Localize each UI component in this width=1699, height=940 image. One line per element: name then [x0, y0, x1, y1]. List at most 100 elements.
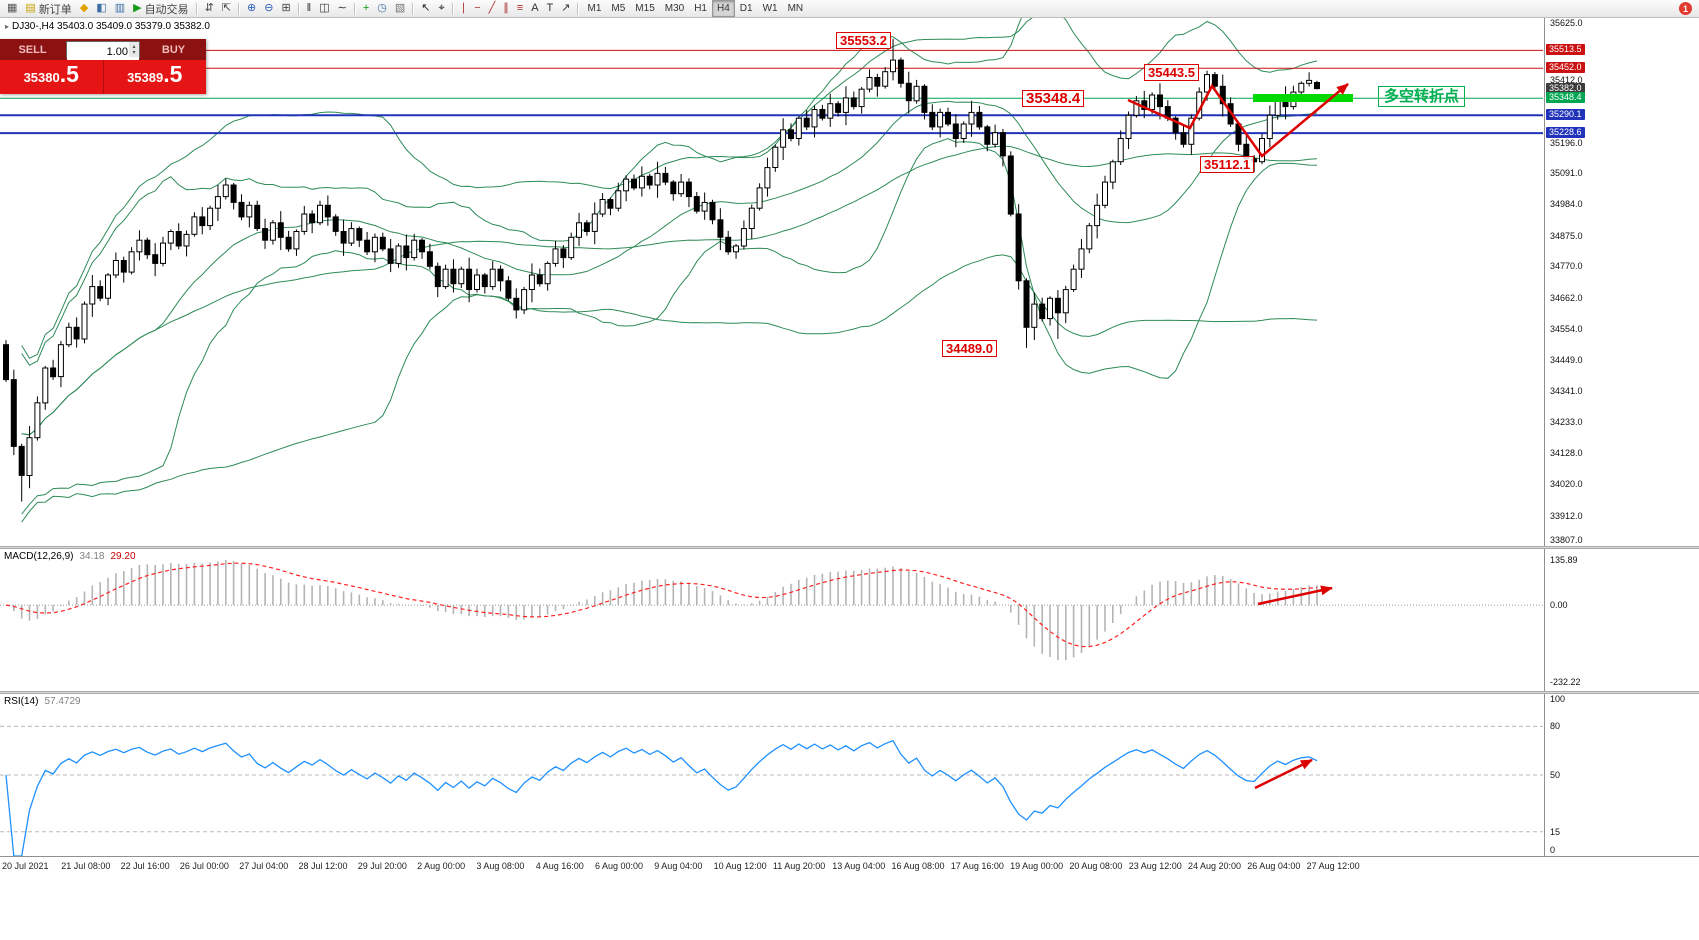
sell-button[interactable]: SELL	[18, 43, 47, 56]
macd-value-signal: 29.20	[110, 551, 136, 562]
time-label: 6 Aug 00:00	[595, 861, 644, 871]
market-watch-icon: ◧	[96, 2, 107, 14]
time-label: 10 Aug 12:00	[713, 861, 767, 871]
price-tag: 35513.5	[1546, 44, 1585, 56]
volume-input[interactable]	[67, 44, 139, 60]
volume-field[interactable]: ▴ ▾	[66, 41, 140, 60]
text-button[interactable]: A	[527, 0, 542, 18]
timeframe-m30[interactable]: M30	[664, 3, 685, 14]
time-label: 20 Aug 08:00	[1069, 861, 1123, 871]
timeframe-h1[interactable]: H1	[694, 3, 707, 14]
arrows-icon: ↗	[561, 2, 571, 14]
period-button[interactable]: ◷	[373, 0, 391, 18]
rsi-axis[interactable]: 100 80 50 15 0	[1544, 694, 1699, 856]
channel-button[interactable]: ∥	[499, 0, 513, 18]
rsi-chart[interactable]	[0, 694, 1543, 856]
time-label: 27 Jul 04:00	[239, 861, 289, 871]
macd-panel[interactable]: MACD(12,26,9) 34.18 29.20	[0, 549, 1543, 691]
new-order-button-label: 新订单	[38, 3, 72, 16]
label-button[interactable]: T	[543, 0, 558, 18]
period-icon: ◷	[377, 2, 387, 14]
time-label: 9 Aug 04:00	[654, 861, 703, 871]
price-annotation[interactable]: 35443.5	[1144, 64, 1199, 81]
sell-price-main: 35380	[23, 70, 60, 85]
volume-up-icon[interactable]: ▴	[132, 43, 136, 50]
timeframe-d1[interactable]: D1	[739, 3, 753, 14]
zoom-in-button[interactable]: ⊕	[243, 0, 260, 18]
timeframe-m5[interactable]: M5	[611, 3, 626, 14]
macd-tick: -232.22	[1550, 676, 1581, 687]
time-axis[interactable]: 20 Jul 2021 21 Jul 08:00 22 Jul 16:00 26 Ju…	[0, 856, 1699, 879]
add-indicator-icon: +	[362, 2, 370, 14]
timeframe-m15[interactable]: M15	[635, 3, 655, 14]
panel-separator[interactable]	[0, 691, 1699, 694]
price-annotation[interactable]: 34489.0	[942, 340, 997, 357]
buy-button[interactable]: BUY	[161, 43, 186, 56]
autotrading-button[interactable]: ▶ 自动交易	[129, 0, 192, 18]
timeframe-w1[interactable]: W1	[762, 3, 778, 14]
vertical-line-button[interactable]: ∣	[457, 0, 471, 18]
notification-badge[interactable]: 1	[1679, 2, 1692, 15]
crosshair-button[interactable]: ⌖	[435, 0, 449, 18]
fibonacci-button[interactable]: ≡	[513, 0, 527, 18]
rsi-tick: 0	[1550, 845, 1556, 855]
cascade-windows-button[interactable]: ⇱	[218, 0, 235, 18]
zoom-out-button[interactable]: ⊖	[260, 0, 277, 18]
data-window-button[interactable]: ▥	[111, 0, 129, 18]
toolbar-separator	[297, 2, 300, 15]
price-annotation[interactable]: 35553.2	[836, 32, 891, 49]
symbol-ohlc-info: ▸ DJ30-,H4 35403.0 35409.0 35379.0 35382.…	[5, 21, 210, 32]
candlestick-chart[interactable]	[0, 18, 1543, 546]
bar-chart-icon: ‖	[306, 2, 312, 14]
main-chart-panel[interactable]: 35553.2 35443.5 35348.4 35112.1 34489.0 多空转折点…	[0, 18, 1543, 546]
data-window-icon: ▥	[114, 2, 126, 14]
chart-window-button[interactable]: ▦	[3, 0, 21, 18]
market-watch-button[interactable]: ◧	[92, 0, 110, 18]
turning-point-label[interactable]: 多空转折点	[1378, 86, 1466, 107]
templates-button[interactable]: ▧	[391, 0, 409, 18]
horizontal-line-button[interactable]: −	[470, 0, 484, 18]
toolbar-separator	[577, 2, 580, 15]
trendline-button[interactable]: ╱	[485, 0, 500, 18]
toolbar-separator	[238, 2, 240, 15]
timeframe-h4[interactable]: H4	[712, 0, 735, 17]
time-label: 21 Jul 08:00	[61, 861, 111, 871]
price-tag: 35290.1	[1546, 109, 1585, 121]
line-chart-button[interactable]: ∼	[334, 0, 351, 18]
time-label: 29 Jul 20:00	[357, 861, 407, 871]
buy-price[interactable]: 35389.5	[102, 60, 207, 94]
cascade-windows-icon: ⇱	[221, 2, 231, 14]
new-order-button[interactable]: ▤ 新订单	[21, 0, 75, 18]
price-annotation[interactable]: 35348.4	[1022, 90, 1085, 107]
price-tag: 35452.0	[1546, 62, 1585, 74]
toolbar-separator	[412, 2, 415, 15]
add-indicator-button[interactable]: +	[359, 0, 373, 18]
panel-separator[interactable]	[0, 546, 1699, 549]
metaeditor-button[interactable]: ◆	[76, 0, 92, 18]
tile-windows-button[interactable]: ⊞	[277, 0, 294, 18]
volume-down-icon[interactable]: ▾	[132, 49, 136, 56]
timeframe-mn[interactable]: MN	[787, 3, 804, 14]
macd-tick: 135.89	[1550, 555, 1578, 566]
volume-spinner[interactable]: ▴ ▾	[129, 42, 139, 57]
bar-chart-button[interactable]: ‖	[303, 0, 316, 18]
price-axis[interactable]: 35625.0 35412.0 35196.0 35091.0 34984.0 34875…	[1544, 18, 1699, 546]
candlestick-chart-button[interactable]: ◫	[315, 0, 333, 18]
price-annotation[interactable]: 35112.1	[1200, 156, 1255, 173]
price-tick: 35625.0	[1550, 18, 1583, 28]
timeframe-m1[interactable]: M1	[587, 3, 602, 14]
time-label: 28 Jul 12:00	[298, 861, 348, 871]
symbol-ohlc-text: DJ30-,H4 35403.0 35409.0 35379.0 35382.0	[12, 21, 210, 32]
arrange-windows-button[interactable]: ⇵	[201, 0, 218, 18]
arrows-button[interactable]: ↗	[557, 0, 574, 18]
macd-axis[interactable]: 135.89 0.00 -232.22	[1544, 549, 1699, 691]
zoom-in-icon: ⊕	[247, 2, 257, 14]
buy-price-big-digit: .5	[163, 61, 183, 87]
time-label: 20 Jul 2021	[2, 861, 49, 871]
cursor-button[interactable]: ↖	[417, 0, 434, 18]
macd-chart[interactable]	[0, 549, 1543, 691]
macd-label: MACD(12,26,9) 34.18 29.20	[4, 551, 136, 562]
sell-price[interactable]: 35380.5	[0, 60, 103, 94]
label-icon: T	[546, 2, 554, 14]
rsi-panel[interactable]: RSI(14) 57.4729	[0, 694, 1543, 856]
